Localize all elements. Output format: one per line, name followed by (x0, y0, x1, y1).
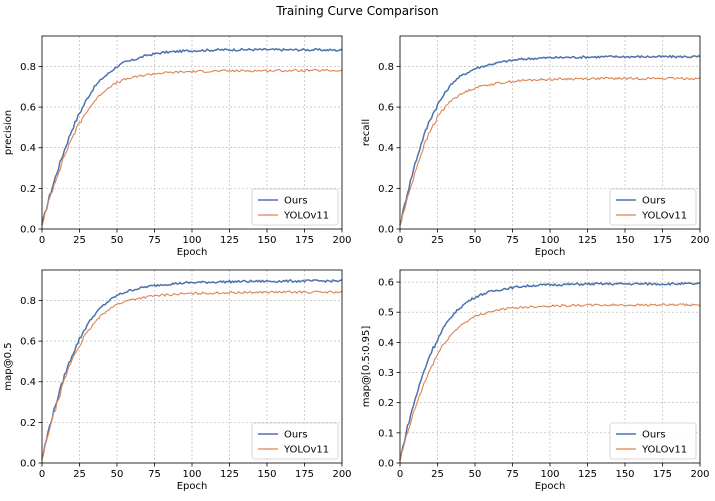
x-tick-label: 50 (111, 469, 124, 480)
legend: Ours YOLOv11 (609, 422, 697, 460)
x-tick-label: 50 (469, 469, 482, 480)
x-tick-label: 150 (615, 235, 634, 246)
x-tick-label: 0 (39, 469, 45, 480)
series-line-yolov11 (399, 76, 701, 226)
x-tick-label: 25 (73, 469, 86, 480)
y-tick-label: 0.4 (20, 143, 36, 154)
y-tick-label: 0.2 (378, 398, 394, 409)
map50-panel: 0 25 50 75 100 125 150 175 200 0.0 0.2 0.4 0.6 0.8 Epo… (3, 269, 352, 492)
x-axis-label: Epoch (535, 481, 566, 492)
x-tick-label: 150 (257, 235, 276, 246)
recall-panel: 0 25 50 75 100 125 150 175 200 0.0 0.2 0.4 0.6 0.8 Epo… (361, 35, 710, 258)
y-tick-label: 0.4 (378, 338, 394, 349)
legend-label-yolov11: YOLOv11 (641, 445, 687, 456)
x-tick-label: 0 (397, 235, 403, 246)
y-tick-label: 0.4 (20, 377, 36, 388)
legend: Ours YOLOv11 (251, 188, 339, 226)
series-line-yolov11 (399, 303, 701, 461)
legend: Ours YOLOv11 (251, 422, 339, 460)
y-tick-label: 0.2 (20, 184, 36, 195)
y-tick-label: 0.0 (20, 459, 36, 470)
x-tick-label: 50 (469, 235, 482, 246)
y-tick-label: 0.1 (378, 428, 394, 439)
x-tick-label: 175 (295, 235, 314, 246)
y-axis-label: recall (361, 119, 372, 146)
y-axis-label: map@0.5 (3, 342, 14, 390)
y-axis-label: precision (3, 110, 14, 155)
x-tick-label: 100 (540, 235, 559, 246)
x-tick-label: 150 (257, 469, 276, 480)
series-line-yolov11 (41, 290, 343, 460)
legend-label-ours: Ours (642, 430, 666, 441)
x-tick-label: 75 (506, 469, 519, 480)
x-tick-label: 200 (690, 235, 709, 246)
y-tick-label: 0.8 (378, 62, 394, 73)
legend-label-yolov11: YOLOv11 (641, 211, 687, 222)
x-tick-label: 200 (690, 469, 709, 480)
figure-title: Training Curve Comparison (276, 4, 439, 18)
y-tick-label: 0.0 (378, 459, 394, 470)
y-tick-label: 0.5 (378, 308, 394, 319)
legend-box (251, 188, 339, 226)
series-line-yolov11 (41, 68, 343, 226)
x-tick-label: 25 (431, 235, 444, 246)
x-tick-label: 50 (111, 235, 124, 246)
legend-box (609, 188, 697, 226)
x-tick-label: 75 (506, 235, 519, 246)
legend-label-yolov11: YOLOv11 (283, 211, 329, 222)
legend-box (609, 422, 697, 460)
x-tick-label: 175 (653, 469, 672, 480)
series-line-ours (41, 47, 343, 226)
y-tick-label: 0.0 (20, 225, 36, 236)
legend-label-yolov11: YOLOv11 (283, 445, 329, 456)
series-line-ours (41, 279, 343, 460)
series-line-ours (399, 282, 701, 461)
x-tick-label: 200 (332, 469, 351, 480)
x-tick-label: 175 (295, 469, 314, 480)
x-tick-label: 125 (220, 235, 239, 246)
x-tick-label: 75 (148, 235, 161, 246)
y-tick-label: 0.8 (20, 62, 36, 73)
x-axis-label: Epoch (535, 247, 566, 258)
x-axis-label: Epoch (177, 481, 208, 492)
x-tick-label: 125 (578, 469, 597, 480)
y-tick-label: 0.2 (378, 184, 394, 195)
y-tick-label: 0.6 (20, 103, 36, 114)
x-tick-label: 100 (182, 235, 201, 246)
y-tick-label: 0.8 (20, 296, 36, 307)
x-tick-label: 100 (182, 469, 201, 480)
x-tick-label: 150 (615, 469, 634, 480)
legend-label-ours: Ours (284, 196, 308, 207)
legend-label-ours: Ours (642, 196, 666, 207)
y-tick-label: 0.3 (378, 368, 394, 379)
x-tick-label: 200 (332, 235, 351, 246)
x-tick-label: 175 (653, 235, 672, 246)
x-tick-label: 25 (431, 469, 444, 480)
legend-label-ours: Ours (284, 430, 308, 441)
y-tick-label: 0.6 (378, 278, 394, 289)
x-tick-label: 25 (73, 235, 86, 246)
x-tick-label: 0 (39, 235, 45, 246)
legend: Ours YOLOv11 (609, 188, 697, 226)
y-tick-label: 0.2 (20, 418, 36, 429)
legend-box (251, 422, 339, 460)
y-tick-label: 0.0 (378, 225, 394, 236)
y-tick-label: 0.6 (20, 337, 36, 348)
x-tick-label: 100 (540, 469, 559, 480)
x-tick-label: 125 (578, 235, 597, 246)
y-tick-label: 0.4 (378, 143, 394, 154)
y-tick-label: 0.6 (378, 103, 394, 114)
x-tick-label: 0 (397, 469, 403, 480)
series-line-ours (399, 54, 701, 226)
x-tick-label: 75 (148, 469, 161, 480)
x-tick-label: 125 (220, 469, 239, 480)
map5095-panel: 0 25 50 75 100 125 150 175 200 0.0 0.1 0.2 0.3 0.4 0.5… (361, 269, 710, 492)
x-axis-label: Epoch (177, 247, 208, 258)
precision-panel: 0 25 50 75 100 125 150 175 200 0.0 0.2 0.4 0.6 0.8 Epo… (3, 35, 352, 258)
y-axis-label: map@[0.5:0.95] (361, 326, 372, 408)
